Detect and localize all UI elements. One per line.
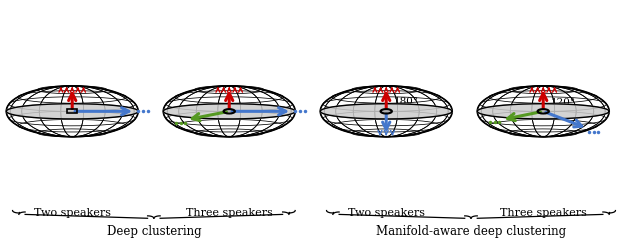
Text: Three speakers: Three speakers [500, 208, 587, 218]
Text: Manifold-aware deep clustering: Manifold-aware deep clustering [376, 225, 566, 238]
Text: Deep clustering: Deep clustering [107, 225, 201, 238]
Text: 180°: 180° [394, 97, 419, 106]
Text: Two speakers: Two speakers [348, 208, 425, 218]
Text: Three speakers: Three speakers [186, 208, 273, 218]
Polygon shape [163, 104, 295, 119]
Text: 120°: 120° [551, 98, 576, 107]
Polygon shape [477, 104, 609, 119]
Polygon shape [320, 104, 452, 119]
Polygon shape [6, 104, 138, 119]
Bar [67, 109, 77, 113]
Text: Two speakers: Two speakers [34, 208, 111, 218]
